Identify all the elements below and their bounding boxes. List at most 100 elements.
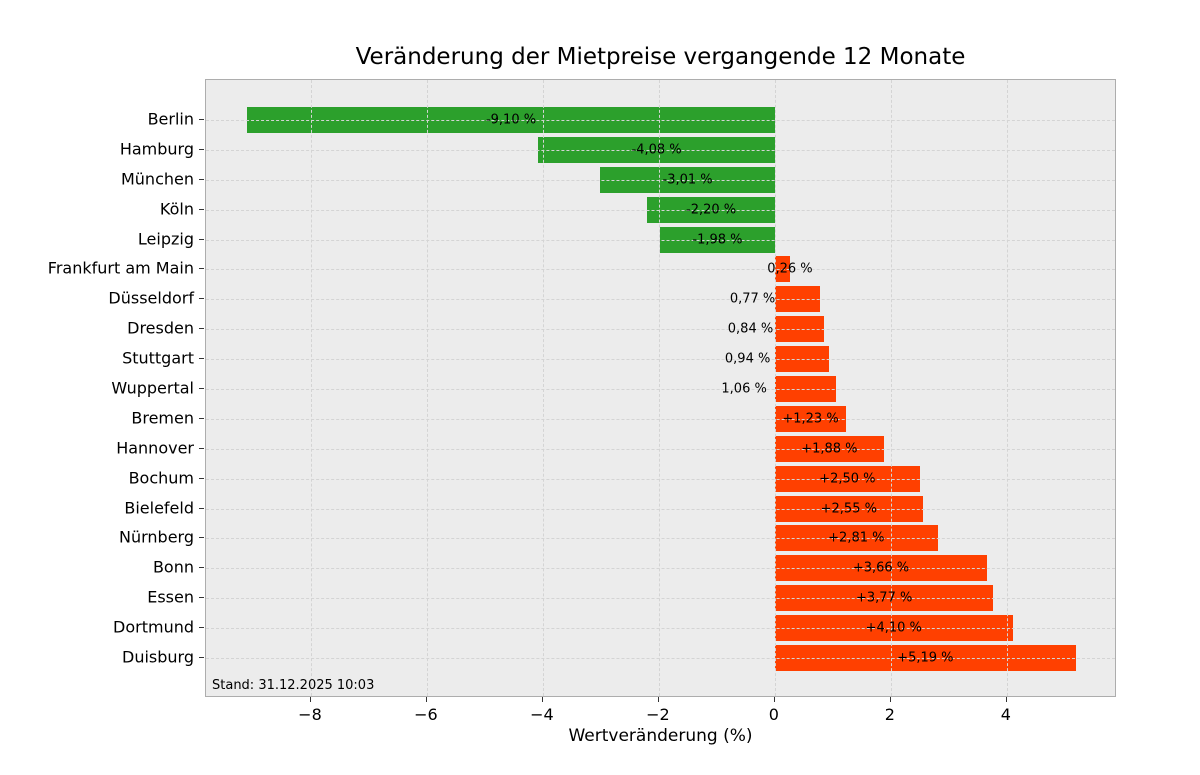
gridline-row-Düsseldorf [206, 299, 1115, 301]
x-tick-0 [773, 697, 775, 702]
gridline-row-Köln [206, 209, 1115, 211]
y-tick-Wuppertal [199, 388, 204, 389]
y-tick-Hamburg [199, 148, 204, 150]
gridline-row-Dortmund [206, 628, 1115, 630]
y-label-München: München [120, 169, 194, 189]
y-tick-Berlin [199, 119, 204, 120]
gridline-x--8 [310, 80, 312, 696]
y-tick-Leipzig [199, 238, 204, 240]
x-tick--2 [657, 697, 659, 702]
y-label-Dortmund: Dortmund [113, 617, 194, 637]
y-tick-Dresden [199, 328, 204, 330]
y-label-Bochum: Bochum [128, 468, 194, 488]
y-tick-München [199, 178, 204, 180]
y-label-Frankfurt am Main: Frankfurt am Main [47, 258, 194, 278]
x-tick--8 [309, 697, 311, 702]
gridline-row-München [206, 179, 1115, 181]
y-tick-Bonn [199, 567, 204, 569]
y-tick-Bielefeld [199, 507, 204, 509]
bar-value-label: +3,77 % [856, 590, 913, 606]
bar-value-label: +3,66 % [852, 560, 910, 576]
bar-value-label: 0,94 % [724, 351, 771, 367]
x-tick-label--6: −6 [414, 705, 438, 724]
gridline-x--2 [658, 80, 660, 696]
y-tick-Dortmund [199, 627, 204, 629]
bar-value-label: -3,01 % [662, 172, 713, 188]
x-tick-label--8: −8 [298, 705, 322, 724]
bar-value-label: +1,23 % [782, 411, 839, 427]
bar-value-label: +4,10 % [865, 620, 922, 636]
x-tick--4 [541, 697, 543, 702]
gridline-row-Berlin [206, 120, 1115, 121]
gridline-x--6 [426, 80, 428, 696]
x-tick-2 [889, 697, 891, 702]
y-label-Dresden: Dresden [127, 318, 194, 338]
y-label-Nürnberg: Nürnberg [119, 527, 194, 547]
gridline-row-Bonn [206, 568, 1115, 570]
y-tick-Stuttgart [199, 358, 204, 360]
gridline-row-Frankfurt am Main [206, 269, 1115, 271]
y-tick-Düsseldorf [199, 298, 204, 300]
x-tick-label-0: 0 [768, 705, 779, 724]
y-tick-Frankfurt am Main [199, 268, 204, 270]
bar-value-label: +1,88 % [801, 441, 858, 457]
plot-area: Stand: 31.12.2025 10:03 -9,10 % -4,08 % -3… [205, 79, 1116, 697]
x-tick-label-2: 2 [884, 705, 895, 724]
gridline-row-Bielefeld [206, 508, 1115, 510]
chart-title: Veränderung der Mietpreise vergangende 1… [355, 44, 966, 70]
y-tick-Nürnberg [199, 537, 204, 539]
x-tick-label--4: −4 [530, 705, 554, 724]
gridline-row-Dresden [206, 329, 1115, 331]
gridline-row-Duisburg [206, 658, 1115, 659]
y-label-Düsseldorf: Düsseldorf [108, 288, 194, 308]
x-tick--6 [425, 697, 427, 702]
bar-value-label: 1,06 % [721, 381, 767, 397]
gridline-row-Bochum [206, 478, 1115, 480]
x-axis-title: Wertveränderung (%) [568, 726, 753, 746]
bar-value-label: 0,84 % [727, 321, 774, 337]
gridline-row-Hannover [206, 448, 1115, 450]
gridline-row-Bremen [206, 418, 1115, 420]
bar-value-label: +2,81 % [828, 530, 885, 546]
y-tick-Bremen [199, 417, 204, 419]
y-tick-Bochum [199, 477, 204, 479]
bar-value-label: -4,08 % [631, 142, 682, 158]
y-label-Bonn: Bonn [152, 557, 194, 577]
gridline-x--4 [542, 80, 544, 696]
x-tick-label--2: −2 [646, 705, 670, 724]
stand-annotation: Stand: 31.12.2025 10:03 [212, 678, 375, 693]
y-label-Stuttgart: Stuttgart [122, 348, 194, 368]
gridline-x-4 [1006, 80, 1008, 696]
bar-value-label: 0,77 % [729, 291, 776, 307]
gridline-row-Hamburg [206, 149, 1115, 151]
bar-value-label: +2,55 % [820, 501, 877, 517]
bar-value-label: -1,98 % [692, 232, 743, 248]
y-label-Duisburg: Duisburg [122, 647, 194, 667]
gridline-row-Essen [206, 598, 1115, 600]
y-label-Bremen: Bremen [131, 408, 194, 428]
gridline-row-Stuttgart [206, 359, 1115, 361]
gridline-row-Nürnberg [206, 538, 1115, 540]
y-tick-Hannover [199, 447, 204, 449]
y-label-Essen: Essen [147, 587, 194, 607]
y-label-Hamburg: Hamburg [119, 139, 194, 159]
y-label-Köln: Köln [159, 199, 194, 219]
gridline-row-Leipzig [206, 239, 1115, 241]
bar-value-label: -9,10 % [485, 112, 537, 128]
bar-value-label: -2,20 % [686, 202, 737, 218]
gridline-x-2 [890, 80, 892, 696]
y-tick-Essen [199, 597, 204, 599]
y-label-Hannover: Hannover [116, 438, 194, 458]
x-tick-label-4: 4 [1000, 705, 1011, 724]
y-label-Berlin: Berlin [147, 109, 194, 129]
y-label-Bielefeld: Bielefeld [124, 498, 194, 518]
gridline-row-Wuppertal [206, 389, 1115, 390]
y-label-Wuppertal: Wuppertal [111, 378, 194, 398]
gridline-x-0 [774, 80, 776, 696]
bar-value-label: +5,19 % [897, 650, 954, 666]
bar-value-label: 0,26 % [767, 261, 813, 277]
y-tick-Duisburg [199, 657, 204, 658]
y-label-Leipzig: Leipzig [137, 229, 194, 249]
bar-value-label: +2,50 % [819, 471, 876, 487]
